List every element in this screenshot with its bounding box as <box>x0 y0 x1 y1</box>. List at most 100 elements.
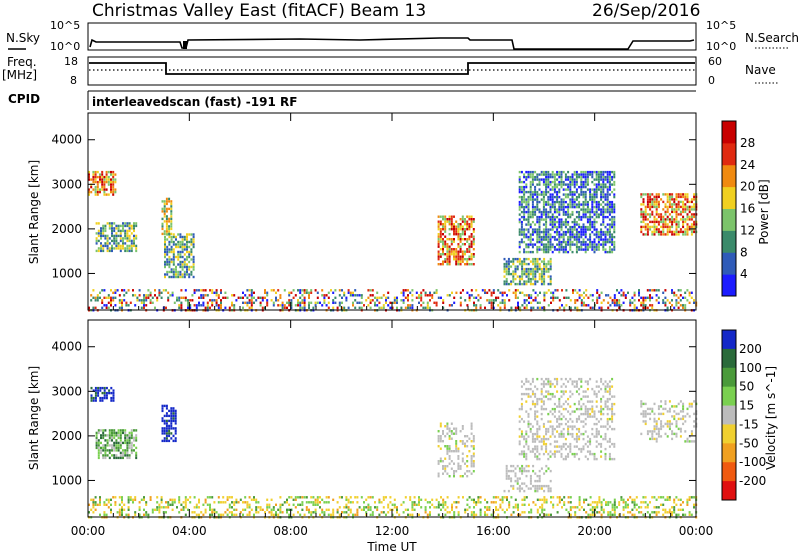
data-cell <box>584 235 587 239</box>
data-cell <box>468 243 471 246</box>
data-cell <box>664 304 667 307</box>
data-cell <box>606 405 609 408</box>
data-cell <box>127 304 130 307</box>
data-cell <box>147 289 150 292</box>
data-cell <box>686 412 689 416</box>
data-cell <box>593 390 596 393</box>
data-cell <box>600 198 603 201</box>
data-cell <box>582 225 585 229</box>
data-cell <box>527 412 530 416</box>
data-cell <box>115 456 118 460</box>
data-cell <box>646 306 649 309</box>
data-cell <box>453 215 455 218</box>
data-cell <box>439 425 442 428</box>
data-cell <box>677 306 680 309</box>
data-cell <box>606 233 609 236</box>
data-cell <box>538 452 541 456</box>
data-cell <box>600 213 603 216</box>
data-cell <box>126 222 129 225</box>
data-cell <box>468 255 471 258</box>
data-cell <box>163 200 166 203</box>
data-cell <box>168 434 171 438</box>
data-cell <box>552 294 555 297</box>
data-cell <box>178 498 181 501</box>
data-cell <box>525 223 528 226</box>
data-cell <box>461 255 464 258</box>
data-cell <box>564 417 567 421</box>
data-cell <box>549 223 552 226</box>
data-cell <box>564 230 567 234</box>
data-cell <box>542 195 545 199</box>
data-cell <box>569 203 572 206</box>
data-cell <box>534 479 537 483</box>
data-cell <box>677 203 680 206</box>
data-cell <box>604 405 607 408</box>
data-cell <box>178 306 181 309</box>
data-cell <box>446 255 449 258</box>
data-cell <box>126 444 129 447</box>
data-cell <box>558 422 561 426</box>
data-cell <box>525 203 528 206</box>
data-cell <box>549 210 552 214</box>
data-cell <box>519 291 522 294</box>
data-cell <box>130 449 133 452</box>
data-cell <box>688 208 691 211</box>
data-cell <box>106 234 109 238</box>
data-cell <box>103 178 106 181</box>
data-cell <box>347 513 350 516</box>
data-cell <box>387 304 390 307</box>
data-cell <box>112 396 115 400</box>
data-cell <box>580 218 583 221</box>
data-cell <box>549 489 552 493</box>
data-cell <box>168 240 171 244</box>
data-cell <box>130 224 133 228</box>
data-cell <box>170 222 173 226</box>
data-cell <box>534 447 537 451</box>
data-cell <box>547 215 550 219</box>
data-cell <box>606 205 609 209</box>
data-cell <box>604 185 607 189</box>
data-cell <box>523 213 526 216</box>
data-cell <box>455 470 458 473</box>
data-cell <box>602 238 605 241</box>
data-cell <box>677 427 680 431</box>
data-cell <box>580 420 583 423</box>
data-cell <box>684 203 687 206</box>
data-cell <box>112 178 115 181</box>
data-cell <box>549 205 552 209</box>
data-cell <box>686 198 689 201</box>
data-cell <box>677 301 680 304</box>
data-cell <box>536 200 539 204</box>
data-cell <box>686 228 689 231</box>
data-cell <box>110 170 112 174</box>
data-cell <box>523 420 526 423</box>
data-cell <box>102 446 105 450</box>
data-cell <box>92 178 95 181</box>
data-cell <box>299 503 302 506</box>
data-cell <box>167 296 170 299</box>
data-cell <box>105 394 108 397</box>
data-cell <box>198 296 200 299</box>
data-cell <box>684 230 687 234</box>
data-cell <box>518 170 521 174</box>
data-cell <box>235 501 238 504</box>
data-cell <box>122 451 124 455</box>
data-cell <box>675 203 678 206</box>
data-cell <box>595 457 598 461</box>
data-cell <box>209 289 211 292</box>
data-cell <box>175 235 177 239</box>
data-cell <box>593 223 596 226</box>
data-cell <box>472 440 475 443</box>
data-cell <box>181 243 184 246</box>
data-cell <box>562 183 565 186</box>
data-cell <box>94 389 97 392</box>
data-cell <box>532 267 535 271</box>
data-cell <box>92 503 95 506</box>
data-cell <box>459 250 462 253</box>
region-6 <box>518 170 616 254</box>
data-cell <box>578 203 581 206</box>
data-cell <box>646 205 649 209</box>
data-cell <box>666 223 669 226</box>
data-cell <box>595 190 598 194</box>
data-cell <box>569 180 572 184</box>
